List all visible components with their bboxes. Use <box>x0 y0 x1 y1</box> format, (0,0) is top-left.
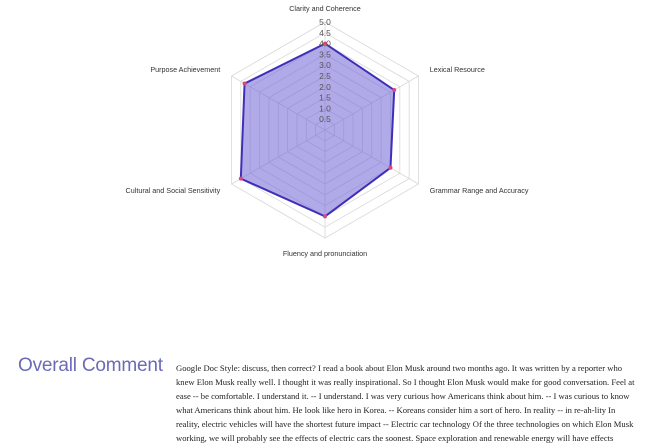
radar-tick-label: 0.5 <box>319 114 331 124</box>
radar-axis-label: Fluency and pronunciation <box>283 249 367 258</box>
overall-comment-body: Google Doc Style: discuss, then correct?… <box>176 363 635 444</box>
radar-data-point <box>388 165 393 170</box>
radar-tick-label: 3.0 <box>319 60 331 70</box>
radar-data-point <box>323 41 327 46</box>
radar-axis-label: Cultural and Social Sensitivity <box>126 186 221 195</box>
radar-tick-label: 5.0 <box>319 17 331 27</box>
radar-tick-label: 4.5 <box>319 28 331 38</box>
radar-data-point <box>323 214 327 219</box>
radar-series-area <box>239 42 396 218</box>
radar-axis-labels: Clarity and Coherence Lexical Resource Gra… <box>126 4 529 258</box>
radar-data-point <box>242 81 247 86</box>
overall-comment-title: Overall Comment <box>18 355 163 376</box>
radar-tick-labels: 0.51.01.52.02.53.03.54.04.55.0 <box>319 17 331 124</box>
radar-axis-label: Clarity and Coherence <box>289 4 361 13</box>
radar-tick-label: 3.5 <box>319 49 331 59</box>
radar-tick-label: 1.0 <box>319 103 331 113</box>
radar-axis-label: Lexical Resource <box>430 65 485 74</box>
radar-data-point <box>392 88 397 93</box>
radar-axis-label: Purpose Achievement <box>150 65 220 74</box>
radar-data-point <box>238 176 243 181</box>
radar-tick-label: 1.5 <box>319 93 331 103</box>
radar-tick-label: 2.5 <box>319 71 331 81</box>
radar-axis-label: Grammar Range and Accuracy <box>430 186 529 195</box>
radar-chart: 0.51.01.52.02.53.03.54.04.55.0 Clarity a… <box>126 4 529 258</box>
radar-tick-label: 4.0 <box>319 39 331 49</box>
radar-tick-label: 2.0 <box>319 82 331 92</box>
radar-series <box>238 41 397 219</box>
